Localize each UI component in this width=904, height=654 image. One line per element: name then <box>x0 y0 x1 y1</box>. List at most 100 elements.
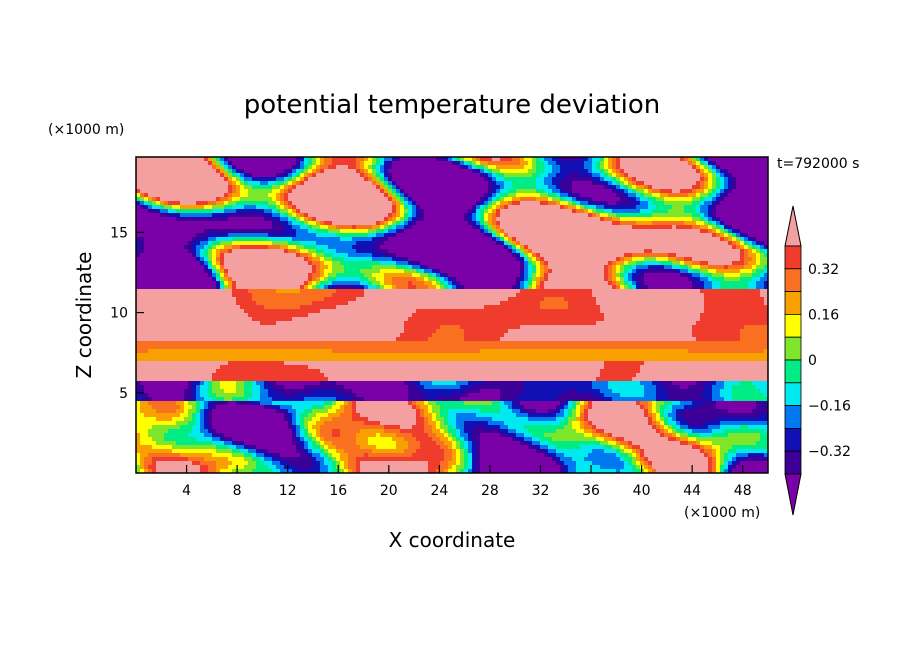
field-cell <box>360 229 365 234</box>
field-cell <box>576 185 581 190</box>
field-cell <box>396 169 401 174</box>
field-cell <box>268 265 273 270</box>
field-cell <box>552 181 557 186</box>
field-cell <box>304 197 309 202</box>
field-cell <box>560 229 565 234</box>
field-cell <box>232 225 237 230</box>
field-cell <box>464 213 469 218</box>
field-cell <box>748 213 753 218</box>
field-cell <box>272 253 277 258</box>
field-cell <box>276 253 281 258</box>
field-cell <box>656 197 661 202</box>
field-cell <box>376 261 381 266</box>
field-cell <box>416 217 421 222</box>
field-cell <box>516 173 521 178</box>
field-cell <box>324 281 329 286</box>
field-cell <box>664 221 669 226</box>
field-cell <box>660 241 665 246</box>
field-cell <box>624 189 629 194</box>
field-cell <box>240 253 245 258</box>
field-cell <box>648 193 653 198</box>
field-cell <box>168 225 173 230</box>
field-cell <box>320 245 325 250</box>
field-cell <box>292 221 297 226</box>
field-cell <box>444 269 449 274</box>
field-cell <box>180 169 185 174</box>
field-cell <box>672 189 677 194</box>
field-cell <box>560 169 565 174</box>
field-cell <box>636 157 641 162</box>
field-cell <box>696 193 701 198</box>
field-cell <box>548 225 553 230</box>
field-cell <box>140 269 145 274</box>
field-cell <box>316 157 321 162</box>
field-cell <box>724 253 729 258</box>
field-cell <box>384 169 389 174</box>
field-cell <box>380 265 385 270</box>
field-cell <box>276 193 281 198</box>
field-cell <box>712 181 717 186</box>
field-cell <box>760 249 765 254</box>
field-cell <box>312 273 317 278</box>
field-cell <box>644 269 649 274</box>
field-cell <box>276 277 281 282</box>
field-cell <box>644 205 649 210</box>
field-cell <box>440 233 445 238</box>
field-cell <box>352 161 357 166</box>
field-cell <box>744 257 749 262</box>
field-cell <box>744 197 749 202</box>
field-cell <box>536 209 541 214</box>
field-cell <box>568 185 573 190</box>
field-cell <box>560 265 565 270</box>
field-cell <box>284 233 289 238</box>
field-cell <box>148 161 153 166</box>
field-cell <box>324 205 329 210</box>
field-cell <box>652 277 657 282</box>
field-cell <box>284 177 289 182</box>
field-cell <box>188 181 193 186</box>
field-cell <box>608 217 613 222</box>
field-cell <box>172 229 177 234</box>
field-cell <box>544 173 549 178</box>
field-cell <box>212 181 217 186</box>
field-cell <box>616 241 621 246</box>
field-cell <box>432 245 437 250</box>
field-cell <box>384 265 389 270</box>
field-cell <box>596 189 601 194</box>
field-cell <box>440 261 445 266</box>
field-cell <box>620 269 625 274</box>
field-cell <box>352 213 357 218</box>
field-cell <box>692 265 697 270</box>
field-cell <box>520 265 525 270</box>
field-cell <box>296 281 301 286</box>
field-cell <box>208 241 213 246</box>
field-cell <box>260 193 265 198</box>
field-cell <box>624 217 629 222</box>
field-cell <box>380 249 385 254</box>
field-cell <box>612 161 617 166</box>
field-cell <box>312 161 317 166</box>
field-cell <box>696 257 701 262</box>
field-cell <box>356 217 361 222</box>
field-cell <box>476 233 481 238</box>
field-cell <box>432 233 437 238</box>
field-cell <box>460 181 465 186</box>
field-cell <box>676 189 681 194</box>
field-cell <box>604 193 609 198</box>
field-cell <box>232 217 237 222</box>
field-cell <box>160 209 165 214</box>
field-cell <box>536 165 541 170</box>
field-cell <box>508 157 513 162</box>
field-cell <box>504 217 509 222</box>
field-cell <box>368 225 373 230</box>
field-cell <box>496 181 501 186</box>
field-cell <box>252 205 257 210</box>
field-cell <box>188 213 193 218</box>
field-cell <box>544 249 549 254</box>
field-cell <box>468 189 473 194</box>
field-cell <box>172 161 177 166</box>
field-cell <box>308 273 313 278</box>
field-cell <box>728 193 733 198</box>
field-cell <box>408 229 413 234</box>
field-cell <box>208 229 213 234</box>
